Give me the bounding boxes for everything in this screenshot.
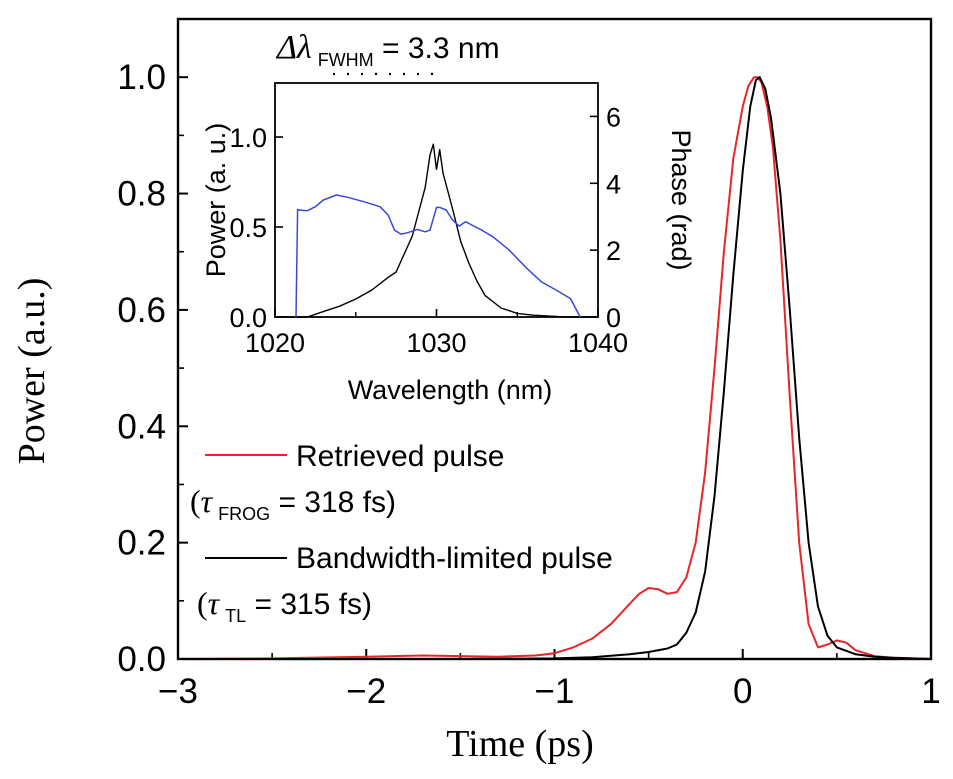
inset-plot-frame [274,82,599,318]
inset-y-tick-label: 0.5 [229,213,267,243]
inset-x-tick-label: 1040 [568,328,628,358]
series-inset-power [275,143,598,318]
main-y-tick-label: 0.4 [117,407,166,446]
inset-y2-tick-label: 4 [606,169,621,199]
inset-x-tick-label: 1020 [245,328,305,358]
main-x-tick-label: −2 [346,672,386,711]
main-y-tick-label: 0.2 [117,524,166,563]
main-x-axis-label: Time (ps) [446,723,593,765]
legend: Retrieved pulse (τ FROG = 318 fs) Bandwid… [190,440,613,626]
inset-y-axis-label: Power (a. u.) [201,123,231,278]
inset-x-axis-label: Wavelength (nm) [348,375,553,405]
main-x-tick-label: 1 [921,672,940,711]
inset-annotation: Δλ FWHM = 3.3 nm [275,29,500,76]
main-x-tick-label: −3 [158,672,198,711]
inset-y2-tick-label: 2 [606,236,621,266]
main-y-tick-label: 0.0 [117,640,166,679]
main-x-tick-label: −1 [535,672,575,711]
series-bandwidth-limited-pulse [178,76,932,660]
main-y-axis-label: Power (a.u.) [11,278,53,465]
series-inset-phase [295,194,581,318]
inset-y2-tick-label: 6 [606,102,621,132]
main-y-tick-label: 0.6 [117,291,166,330]
inset-y-tick-label: 1.0 [229,123,267,153]
main-y-tick-label: 0.8 [117,175,166,214]
legend-note-bandwidth: (τ TL = 315 fs) [197,585,372,626]
series-retrieved-pulse [177,76,932,660]
inset-y-tick-label: 0.0 [229,303,267,333]
legend-label-retrieved: Retrieved pulse [296,440,504,473]
inset-y2-tick-label: 0 [606,303,621,333]
legend-label-bandwidth: Bandwidth-limited pulse [296,542,613,575]
legend-note-retrieved: (τ FROG = 318 fs) [190,483,396,524]
main-x-tick-label: 0 [733,672,752,711]
main-y-tick-label: 1.0 [117,58,166,97]
inset-y2-axis-label: Phase (rad) [666,129,696,270]
inset-x-tick-label: 1030 [406,328,466,358]
